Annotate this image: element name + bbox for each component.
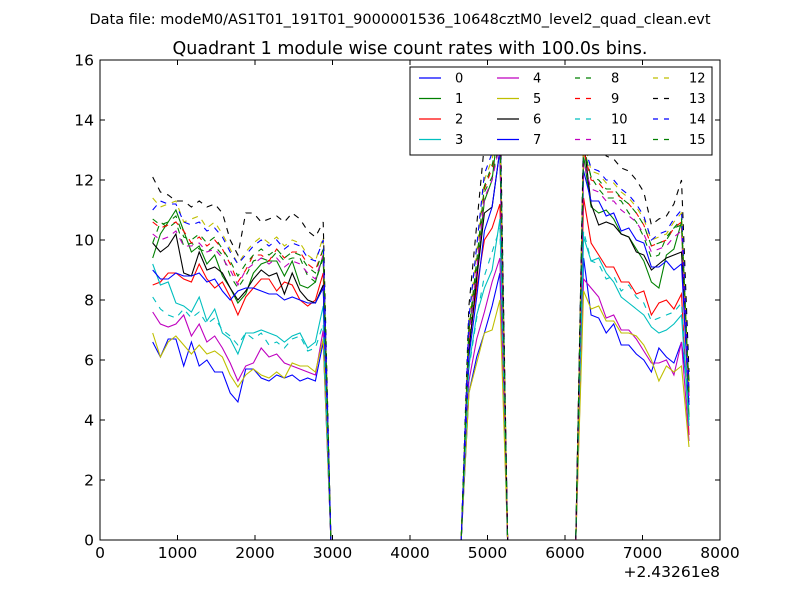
- series-line-10: [152, 227, 690, 541]
- y-tick-label: 14: [74, 112, 94, 130]
- legend-label-9: 9: [611, 92, 619, 107]
- legend-label-7: 7: [533, 133, 541, 148]
- series-line-14: [152, 116, 690, 541]
- y-tick-label: 2: [84, 472, 94, 490]
- x-tick-label: 4000: [390, 544, 429, 562]
- axis-ticks: 0 1000 2000 3000 4000 5000 6000 7000 80000246810…: [74, 52, 739, 563]
- legend-label-11: 11: [611, 133, 628, 148]
- series-line-15: [152, 131, 690, 541]
- legend-label-3: 3: [455, 133, 463, 148]
- legend-label-8: 8: [611, 72, 619, 87]
- legend-label-14: 14: [689, 113, 706, 128]
- y-tick-label: 4: [84, 412, 94, 430]
- series-line-4: [152, 257, 690, 541]
- series-line-0: [152, 257, 690, 541]
- series-line-8: [152, 140, 690, 541]
- legend-label-10: 10: [611, 113, 628, 128]
- legend-label-12: 12: [689, 72, 706, 87]
- x-offset-label: +2.43261e8: [624, 563, 720, 581]
- y-tick-label: 16: [74, 52, 94, 70]
- series-line-12: [152, 122, 690, 541]
- x-tick-label: 1000: [158, 544, 197, 562]
- legend-label-4: 4: [533, 72, 541, 87]
- chart-title: Quadrant 1 module wise count rates with …: [173, 39, 648, 59]
- y-tick-label: 12: [74, 172, 94, 190]
- series-line-13: [152, 92, 690, 541]
- y-tick-label: 8: [84, 292, 94, 310]
- x-tick-label: 0: [95, 544, 105, 562]
- legend-label-13: 13: [689, 92, 706, 107]
- x-tick-label: 7000: [623, 544, 662, 562]
- series-line-1: [152, 110, 690, 541]
- series-line-5: [152, 290, 690, 541]
- x-tick-label: 2000: [235, 544, 274, 562]
- x-tick-label: 6000: [545, 544, 584, 562]
- y-tick-label: 0: [84, 532, 94, 550]
- legend-label-15: 15: [689, 133, 706, 148]
- series-lines: [152, 92, 690, 541]
- series-line-6: [152, 140, 690, 541]
- series-line-9: [152, 128, 690, 541]
- legend-label-0: 0: [455, 72, 463, 87]
- y-tick-label: 6: [84, 352, 94, 370]
- x-tick-label: 3000: [313, 544, 352, 562]
- legend-label-2: 2: [455, 113, 463, 128]
- legend-label-1: 1: [455, 92, 463, 107]
- y-tick-label: 10: [74, 232, 94, 250]
- chart-suptitle: Data file: modeM0/AS1T01_191T01_90000015…: [89, 12, 710, 28]
- legend-box: [409, 66, 713, 156]
- legend-label-5: 5: [533, 92, 541, 107]
- legend-label-6: 6: [533, 113, 541, 128]
- series-line-11: [152, 143, 690, 541]
- x-tick-label: 5000: [468, 544, 507, 562]
- x-tick-label: 8000: [700, 544, 739, 562]
